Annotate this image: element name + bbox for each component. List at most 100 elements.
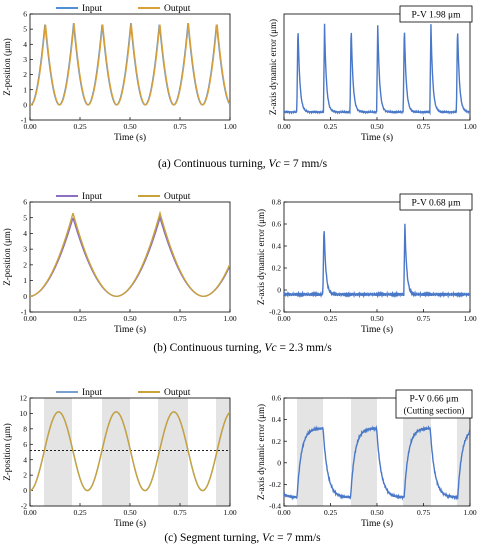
shaded-section [44,398,72,506]
y-tick-label: 0 [23,100,27,109]
caption-a: (a) Continuous turning, Vc = 7 mm/s [157,158,328,170]
y-tick-label: 0.2 [272,437,282,446]
x-tick-label: 1.00 [463,122,476,131]
y-tick-label: 8 [23,424,27,433]
y-tick-label: 0 [23,486,27,495]
series-line-output [30,210,230,297]
x-axis-label: Time (s) [361,518,393,529]
chart-c-right: 0.00 0.25 0.50 0.75 1.00 -0.4 -0.2 0 0.2 0.4 0.6 Ti… [256,389,477,529]
x-tick-label: 0.75 [173,314,186,323]
y-axis-label: Z-axis dynamic error (μm) [256,209,266,305]
y-tick-label: 3 [23,245,27,254]
series-line-error [284,424,470,501]
x-tick-label: 0.00 [277,508,290,517]
legend-entry: Output [164,192,191,202]
y-tick-label: 1 [23,85,27,94]
y-tick-label: 0.6 [272,220,282,229]
y-tick-label: 0 [23,292,27,301]
chart-a-left: 0.00 0.25 0.50 0.75 1.00 -1 0 1 2 3 4 5 6 Time (s) Z-p… [2,4,237,143]
x-tick-label: 1.00 [463,508,476,517]
legend-entry: Input [82,192,102,202]
x-tick-label: 0.50 [370,122,383,131]
x-tick-label: 0.75 [417,508,430,517]
shaded-section [158,398,188,506]
annotation-box [395,389,473,419]
y-tick-label: -1 [21,308,27,317]
x-tick-label: 0.50 [370,314,383,323]
series-line-output [30,23,230,106]
chart-a-right: 0.00 0.25 0.50 0.75 1.00 Time (s) Z-axis dynam… [268,5,477,143]
x-tick-label: 0.75 [173,122,186,131]
y-tick-label: 4 [23,455,27,464]
y-tick-label: 0.4 [272,242,282,251]
x-tick-label: 0.25 [324,314,337,323]
y-tick-label: 0.6 [272,394,282,403]
x-tick-label: 1.00 [223,508,236,517]
annotation-text: P-V 0.66 μm [410,395,460,405]
y-axis-label: Z-position (μm) [2,423,12,481]
y-tick-label: 0 [277,286,281,295]
x-axis-label: Time (s) [114,518,146,529]
y-tick-label: 4 [23,229,27,238]
x-tick-label: 0.50 [370,508,383,517]
legend-entry: Input [82,4,102,14]
y-tick-label: 0.8 [272,198,282,207]
x-axis-label: Time (s) [361,132,393,143]
y-tick-label: 0.2 [272,264,282,273]
y-tick-label: 3 [23,55,27,64]
x-tick-label: 0.25 [324,122,337,131]
chart-b-left: 0.00 0.25 0.50 0.75 1.00 -1 0 1 2 3 4 5 6 Time (s) Z-p… [2,192,237,335]
x-tick-label: 0.00 [23,508,36,517]
annotation-text: P-V 1.98 μm [412,11,462,21]
x-tick-label: 0.50 [123,314,136,323]
x-tick-label: 0.75 [173,508,186,517]
y-tick-label: -0.2 [269,308,281,317]
shaded-section [456,398,470,506]
y-tick-label: 10 [20,409,28,418]
y-tick-label: 5 [23,213,27,222]
legend-entry: Output [164,4,191,14]
x-tick-label: 0.75 [417,122,430,131]
x-tick-label: 0.25 [324,508,337,517]
x-tick-label: 0.00 [23,122,36,131]
annotation-box [399,193,473,211]
y-axis-label: Z-axis dynamic error (μm) [256,404,266,500]
y-tick-label: -2 [21,502,27,511]
x-tick-label: 0.00 [277,314,290,323]
y-axis-label: Z-axis dynamic error (μm) [268,19,278,115]
x-tick-label: 0.25 [73,508,86,517]
x-tick-label: 0.75 [417,314,430,323]
legend-entry: Output [164,388,191,398]
annotation-text: P-V 0.68 μm [412,199,462,209]
x-tick-label: 1.00 [223,122,236,131]
series-line-error [284,223,470,299]
y-tick-label: 0 [277,458,281,467]
y-tick-label: 2 [23,70,27,79]
caption-c: (c) Segment turning, Vc = 7 mm/s [164,532,321,544]
x-tick-label: 0.25 [73,314,86,323]
y-tick-label: -0.4 [269,502,281,511]
y-tick-label: 2 [23,260,27,269]
y-tick-label: 12 [20,394,28,403]
annotation-box [399,5,473,23]
x-axis-label: Time (s) [114,324,146,335]
x-tick-label: 0.25 [73,122,86,131]
y-tick-label: 5 [23,25,27,34]
chart-b-right: 0.00 0.25 0.50 0.75 1.00 -0.2 0 0.2 0.4 0.6 0.8 Tim… [256,193,477,335]
series-line-error [284,23,470,116]
annotation-text-2: (Cutting section) [404,406,465,416]
x-tick-label: 0.50 [123,122,136,131]
caption-b: (b) Continuous turning, Vc = 2.3 mm/s [153,342,332,354]
shaded-section [297,398,324,506]
x-tick-label: 0.50 [123,508,136,517]
series-line-output [30,411,230,492]
shaded-section [102,398,130,506]
legend-entry: Input [82,388,102,398]
y-tick-label: 1 [23,276,27,285]
y-axis-label: Z-position (μm) [2,38,12,96]
y-tick-label: 0.4 [272,415,282,424]
y-axis-label: Z-position (μm) [2,228,12,286]
x-tick-label: 1.00 [463,314,476,323]
x-axis-label: Time (s) [114,132,146,143]
